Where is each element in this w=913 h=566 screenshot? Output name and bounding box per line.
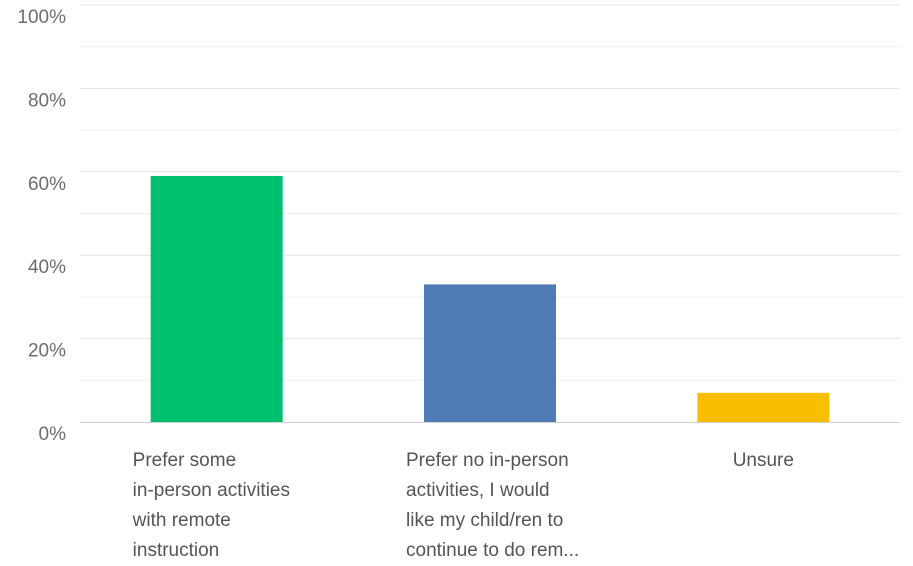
bar (150, 175, 283, 422)
y-tick-label: 60% (28, 174, 66, 195)
y-tick-label: 40% (28, 257, 66, 278)
x-category-label-line: Unsure (732, 450, 794, 471)
x-category-label-line: Prefer some (132, 450, 237, 471)
x-category-label: Prefer some in-person activities with remo… (133, 446, 290, 566)
x-category-label-line: activities, I would (406, 480, 550, 501)
x-category-label-line: Prefer no in-person (406, 450, 569, 471)
bars (150, 175, 830, 422)
bar (424, 284, 556, 422)
y-tick-label: 0% (39, 424, 67, 445)
x-category-label: Unsure (703, 446, 823, 476)
x-category-label-line: instruction (132, 540, 220, 561)
y-axis-ticks: 0% 20% 40% 60% 80% 100% (17, 7, 66, 445)
bar (697, 392, 830, 422)
x-category-label: Prefer no in-person activities, I would li… (406, 446, 579, 566)
x-category-label-line: with remote (132, 510, 231, 531)
y-tick-label: 20% (28, 341, 66, 362)
x-category-label-line: like my child/ren to (406, 510, 564, 531)
y-tick-label: 80% (28, 90, 66, 111)
x-category-label-line: in-person activities (132, 480, 290, 501)
x-category-label-line: continue to do rem... (406, 540, 580, 561)
y-tick-label: 100% (17, 7, 66, 28)
